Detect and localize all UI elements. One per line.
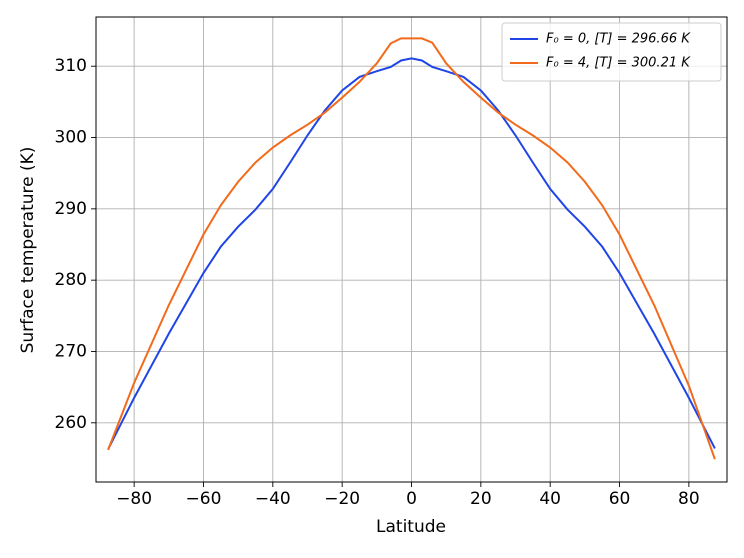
x-tick-label: −80 bbox=[116, 489, 152, 509]
legend-box bbox=[501, 22, 722, 82]
x-tick-label: 20 bbox=[470, 489, 492, 509]
legend: F₀ = 0, [T] = 296.66 K F₀ = 4, [T] = 300.… bbox=[501, 22, 722, 82]
x-tick-label: 40 bbox=[539, 489, 561, 509]
x-tick-label: −20 bbox=[324, 489, 360, 509]
x-axis-label: Latitude bbox=[376, 517, 446, 537]
data-line bbox=[107, 57, 716, 450]
y-tick-label: 270 bbox=[55, 341, 87, 361]
y-tick-label: 290 bbox=[55, 199, 87, 219]
x-tick-label: 60 bbox=[609, 489, 631, 509]
legend-label: F₀ = 0, [T] = 296.66 K bbox=[546, 32, 691, 47]
y-tick-label: 280 bbox=[55, 270, 87, 290]
data-line bbox=[107, 37, 716, 460]
y-tick-label: 310 bbox=[55, 56, 87, 76]
legend-label: F₀ = 4, [T] = 300.21 K bbox=[546, 56, 691, 71]
x-tick-label: −40 bbox=[255, 489, 291, 509]
x-tick-label: −60 bbox=[186, 489, 222, 509]
plot-frame bbox=[95, 16, 728, 483]
y-axis-label: Surface temperature (K) bbox=[18, 147, 38, 354]
y-tick-label: 300 bbox=[55, 128, 87, 148]
x-tick-label: 80 bbox=[678, 489, 700, 509]
y-tick-label: 260 bbox=[55, 413, 87, 433]
x-tick-label: 0 bbox=[406, 489, 417, 509]
